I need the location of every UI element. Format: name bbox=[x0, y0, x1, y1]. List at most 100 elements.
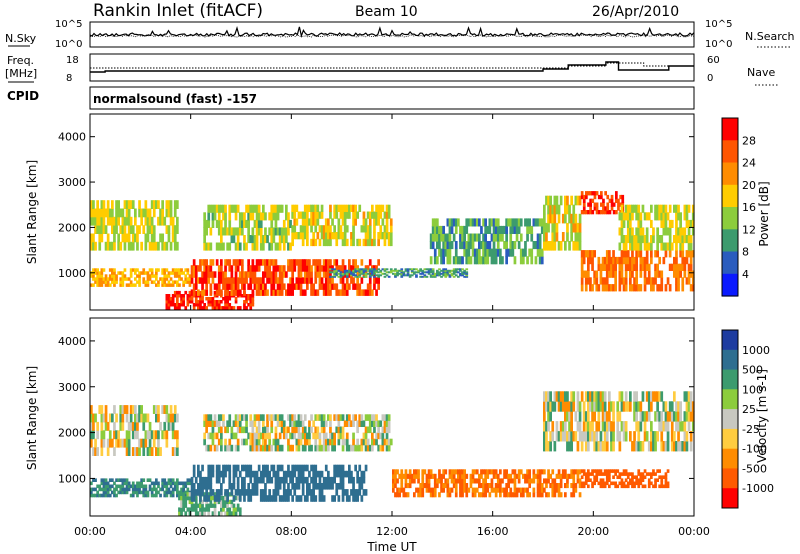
echo-cell bbox=[121, 413, 125, 423]
echo-cell bbox=[603, 431, 607, 442]
echo-cell bbox=[182, 280, 185, 284]
echo-cell bbox=[450, 269, 454, 272]
echo-cell bbox=[94, 438, 97, 448]
echo-cell bbox=[612, 202, 616, 207]
echo-cell bbox=[442, 241, 445, 250]
echo-cell bbox=[100, 421, 104, 431]
echo-cell bbox=[215, 444, 219, 452]
echo-cell bbox=[358, 204, 362, 212]
echo-cell bbox=[301, 432, 305, 440]
echo-cell bbox=[368, 268, 372, 271]
echo-cell bbox=[169, 216, 173, 226]
echo-cell bbox=[176, 274, 179, 278]
echo-cell bbox=[480, 469, 483, 475]
echo-cell bbox=[396, 487, 399, 493]
echo-cell bbox=[605, 441, 609, 452]
echo-cell bbox=[587, 210, 590, 215]
echo-cell bbox=[486, 473, 490, 479]
echo-cell bbox=[207, 219, 211, 228]
echo-cell bbox=[410, 473, 414, 479]
echo-cell bbox=[683, 441, 687, 452]
echo-cell bbox=[620, 250, 624, 258]
echo-cell bbox=[127, 438, 131, 448]
echo-cell bbox=[203, 492, 206, 497]
echo-cell bbox=[620, 219, 624, 228]
echo-cell bbox=[119, 421, 123, 431]
echo-cell bbox=[320, 489, 324, 496]
echo-cell bbox=[601, 472, 605, 476]
echo-cell bbox=[574, 411, 578, 422]
echo-cell bbox=[532, 469, 536, 475]
echo-cell bbox=[538, 256, 542, 265]
echo-cell bbox=[236, 242, 240, 251]
echo-cell bbox=[350, 476, 353, 484]
echo-cell bbox=[677, 277, 680, 285]
echo-cell bbox=[108, 493, 112, 498]
echo-cell bbox=[94, 241, 97, 251]
echo-cell bbox=[574, 483, 578, 489]
echo-cell bbox=[165, 430, 169, 440]
echo-cell bbox=[580, 210, 584, 215]
echo-cell bbox=[566, 204, 569, 215]
echo-cell bbox=[559, 241, 563, 251]
echo-cell bbox=[683, 256, 687, 265]
echo-cell bbox=[595, 421, 599, 432]
echo-cell bbox=[490, 218, 494, 227]
echo-cell bbox=[381, 268, 385, 271]
echo-cell bbox=[687, 204, 691, 213]
echo-cell bbox=[622, 401, 626, 412]
echo-cell bbox=[253, 283, 257, 290]
echo-cell bbox=[173, 241, 177, 251]
echo-cell bbox=[614, 469, 617, 473]
echo-cell bbox=[173, 200, 177, 209]
echo-cell bbox=[209, 476, 213, 484]
echo-cell bbox=[400, 478, 404, 484]
echo-cell bbox=[121, 405, 125, 414]
echo-cell bbox=[660, 219, 664, 228]
echo-cell bbox=[217, 289, 221, 296]
echo-cell bbox=[553, 391, 557, 402]
echo-cell bbox=[324, 483, 328, 490]
echo-cell bbox=[278, 420, 282, 427]
echo-cell bbox=[519, 487, 523, 493]
echo-cell bbox=[129, 274, 133, 278]
echo-cell bbox=[660, 235, 664, 244]
echo-cell bbox=[138, 405, 141, 414]
echo-cell bbox=[264, 283, 267, 290]
echo-cell bbox=[597, 472, 601, 476]
echo-cell bbox=[303, 204, 307, 212]
echo-cell bbox=[356, 476, 359, 484]
echo-cell bbox=[318, 432, 322, 440]
echo-cell bbox=[473, 487, 477, 493]
colorbar-tick-label: 1000 bbox=[742, 344, 770, 357]
echo-cell bbox=[471, 233, 475, 242]
echo-cell bbox=[348, 464, 351, 472]
echo-cell bbox=[618, 242, 622, 251]
echo-cell bbox=[259, 470, 263, 478]
echo-cell bbox=[339, 277, 343, 284]
echo-cell bbox=[173, 413, 177, 423]
echo-cell bbox=[593, 431, 596, 442]
echo-cell bbox=[335, 470, 339, 478]
echo-cell bbox=[666, 212, 670, 221]
echo-cell bbox=[389, 218, 393, 226]
echo-cell bbox=[345, 272, 349, 275]
echo-cell bbox=[90, 481, 93, 486]
echo-cell bbox=[601, 284, 605, 292]
echo-cell bbox=[660, 204, 664, 213]
echo-cell bbox=[450, 274, 454, 277]
echo-cell bbox=[329, 271, 332, 278]
echo-cell bbox=[270, 444, 274, 452]
echo-cell bbox=[184, 496, 188, 501]
echo-cell bbox=[408, 483, 412, 489]
echo-cell bbox=[262, 470, 265, 478]
echo-cell bbox=[341, 272, 345, 275]
echo-cell bbox=[427, 268, 431, 271]
echo-cell bbox=[608, 391, 611, 402]
echo-cell bbox=[173, 280, 177, 284]
echo-cell bbox=[543, 411, 546, 422]
echo-cell bbox=[215, 289, 219, 296]
echo-cell bbox=[255, 242, 259, 251]
echo-cell bbox=[343, 489, 347, 496]
echo-cell bbox=[312, 238, 315, 247]
